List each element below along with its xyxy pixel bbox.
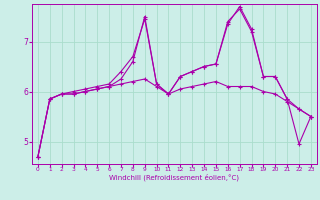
- X-axis label: Windchill (Refroidissement éolien,°C): Windchill (Refroidissement éolien,°C): [109, 174, 239, 181]
